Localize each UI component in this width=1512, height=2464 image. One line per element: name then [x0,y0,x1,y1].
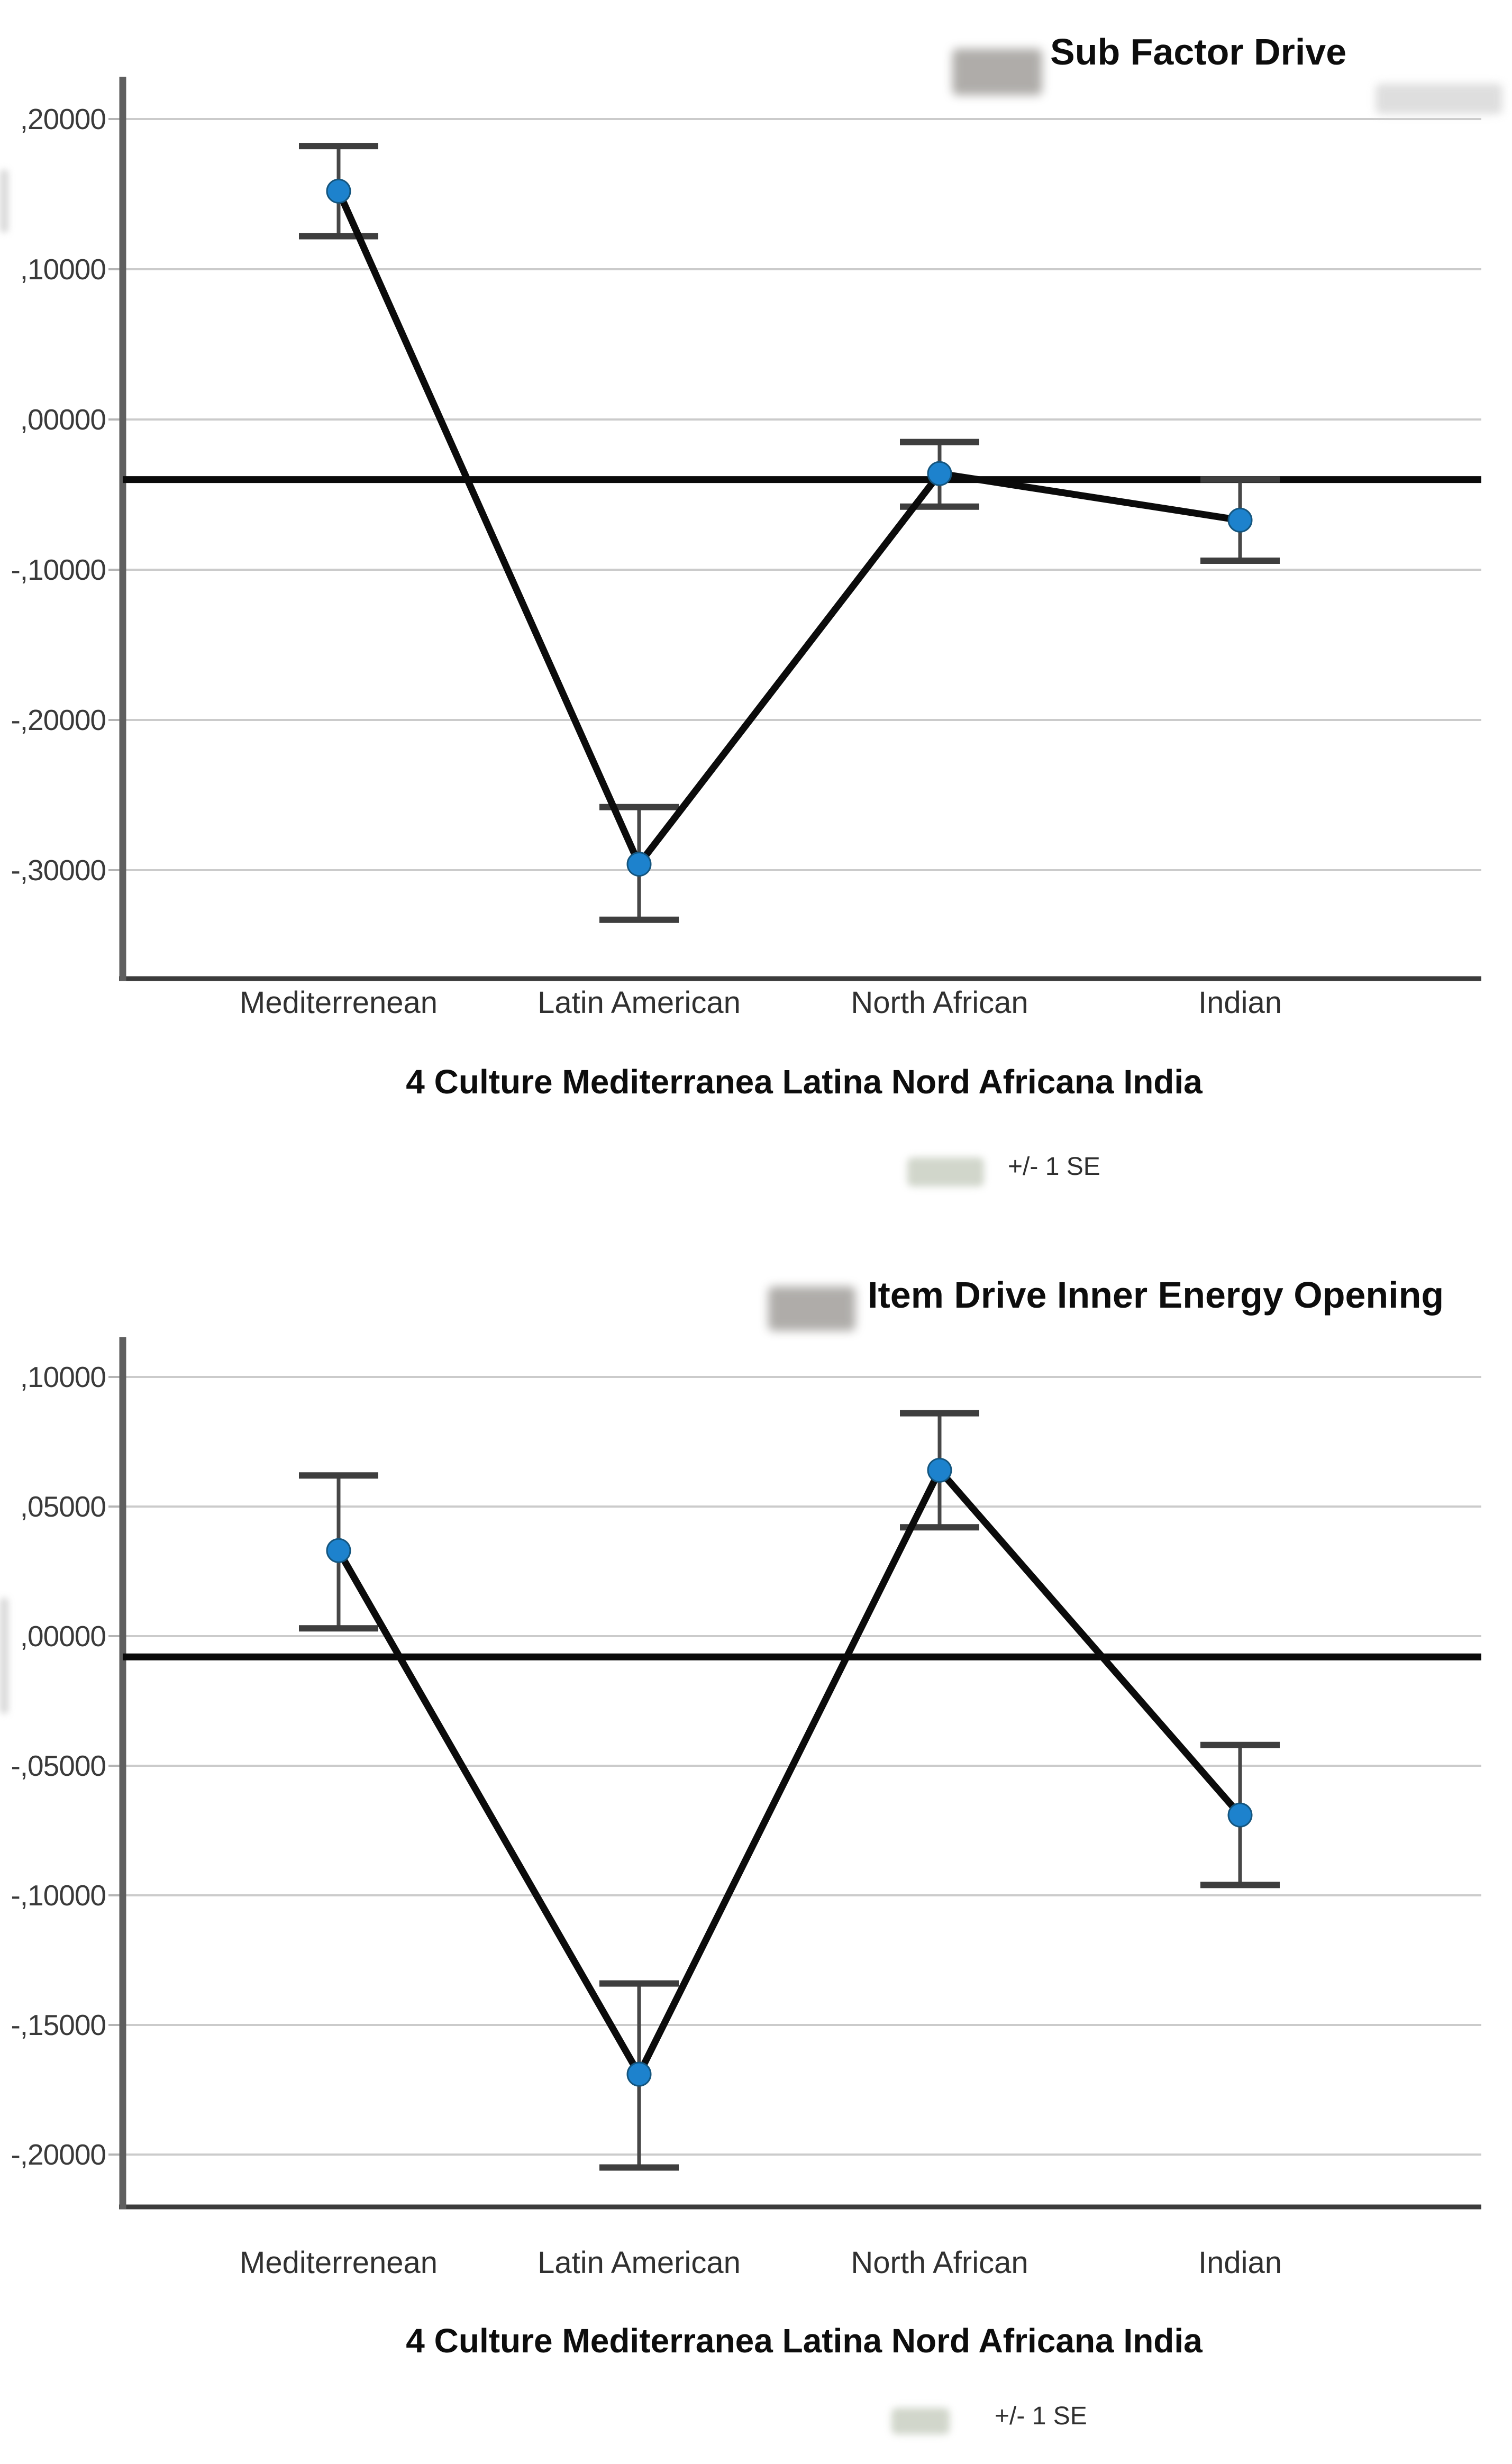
data-point-marker [326,178,351,204]
data-point-marker [1227,507,1253,533]
redaction-blur-corner [1376,84,1502,114]
redaction-blur-y-title-top [0,169,8,233]
x-axis-title-top: 4 Culture Mediterranea Latina Nord Afric… [406,1063,1203,1101]
chart-title-bottom: Item Drive Inner Energy Opening [868,1274,1444,1316]
data-point-marker [927,461,952,486]
legend-label-bottom: +/- 1 SE [995,2402,1087,2430]
data-point-marker [927,1457,952,1483]
data-point-marker [1227,1802,1253,1828]
redaction-blur-legend-bottom [891,2408,950,2434]
redaction-blur-y-title-bottom [0,1598,8,1714]
redaction-blur-legend-top [907,1157,984,1187]
redaction-blur-title-bottom [768,1286,855,1331]
chart-title-top: Sub Factor Drive [1050,31,1347,72]
series-line [335,187,1244,871]
legend-label-top: +/- 1 SE [1008,1153,1100,1181]
data-point-marker [326,1538,351,1563]
data-point-marker [626,2061,652,2087]
series-line [335,1464,1244,2082]
data-point-marker [626,852,652,877]
x-axis-title-bottom: 4 Culture Mediterranea Latina Nord Afric… [406,2322,1203,2360]
redaction-blur-title-top [952,49,1042,95]
